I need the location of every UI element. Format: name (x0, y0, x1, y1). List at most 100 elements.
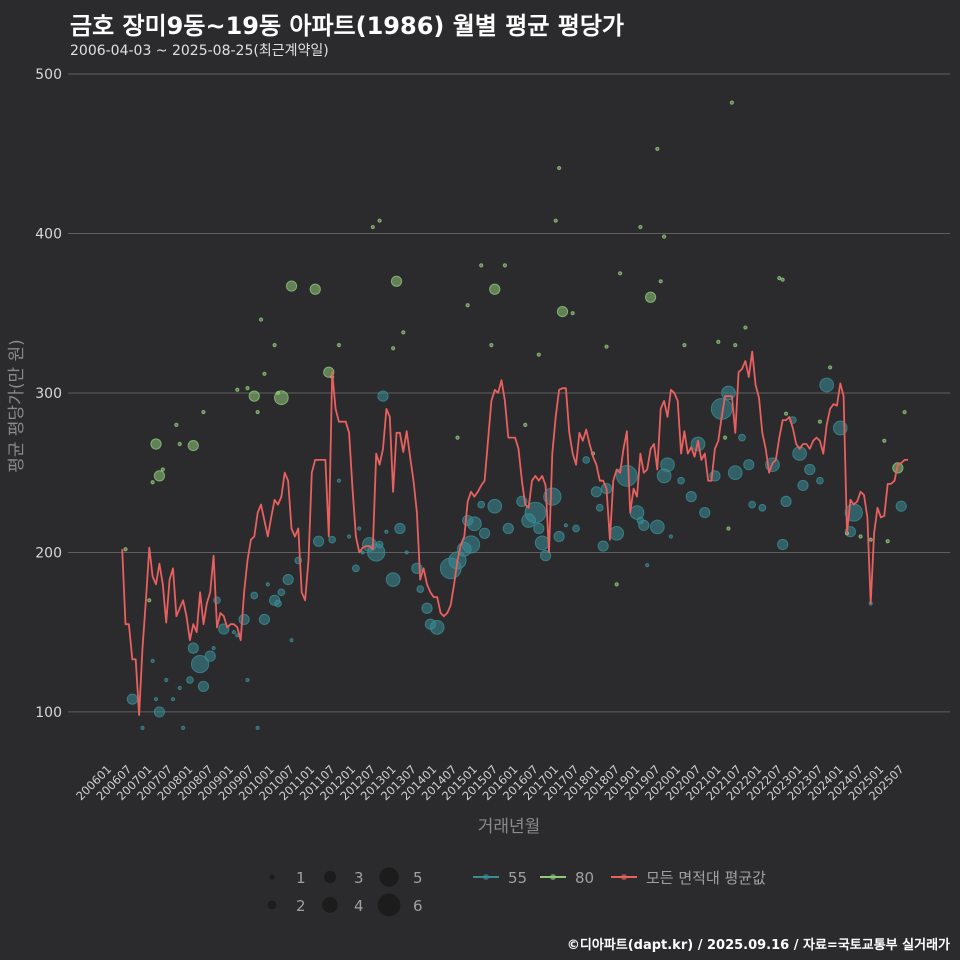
size-legend-marker (323, 870, 337, 884)
point-55 (255, 725, 260, 730)
x-axis-title: 거래년월 (478, 817, 541, 837)
point-55 (289, 638, 294, 643)
size-legend-marker (267, 900, 277, 910)
point-80 (336, 342, 342, 348)
point-80 (147, 598, 152, 603)
point-80 (716, 339, 721, 345)
average-line (121, 350, 908, 716)
point-80 (780, 277, 785, 282)
point-80 (255, 409, 260, 415)
point-55 (543, 487, 562, 506)
point-55 (429, 620, 445, 635)
point-55 (895, 500, 907, 512)
point-55 (727, 465, 743, 481)
point-80 (743, 325, 748, 330)
point-55 (590, 486, 602, 498)
point-55 (190, 654, 210, 674)
series-legend-dot (550, 874, 556, 880)
point-55 (421, 602, 433, 614)
y-tick-label: 100 (35, 705, 62, 721)
point-80 (556, 305, 569, 318)
point-80 (390, 275, 403, 287)
point-80 (465, 303, 470, 308)
point-80 (174, 422, 179, 427)
y-tick-label: 500 (35, 67, 62, 83)
point-80 (377, 218, 382, 223)
point-80 (187, 439, 199, 452)
point-55 (231, 630, 237, 635)
size-legend-label: 6 (413, 897, 423, 915)
size-legend-label: 5 (413, 869, 423, 887)
series-legend-label: 모든 면적대 평균값 (646, 869, 766, 887)
point-55 (534, 535, 550, 551)
point-55 (668, 534, 673, 539)
point-55 (328, 535, 337, 544)
point-55 (582, 456, 591, 464)
point-55 (572, 524, 580, 533)
point-55 (204, 650, 216, 662)
series-legend-label: 55 (508, 869, 527, 887)
point-55 (164, 677, 169, 683)
point-80 (272, 342, 277, 348)
point-55 (743, 459, 755, 471)
point-55 (352, 564, 360, 573)
point-80 (570, 311, 575, 316)
point-55 (265, 582, 270, 587)
point-55 (502, 522, 514, 535)
point-55 (563, 523, 568, 528)
point-55 (238, 613, 250, 626)
size-legend-label: 2 (296, 897, 306, 915)
point-80 (553, 218, 558, 223)
point-55 (533, 522, 545, 535)
point-80 (868, 537, 873, 542)
point-80 (489, 342, 494, 348)
point-55 (357, 526, 362, 531)
point-55 (274, 599, 282, 608)
point-55 (748, 500, 757, 509)
point-55 (595, 503, 604, 512)
point-55 (404, 550, 409, 555)
point-55 (616, 465, 638, 487)
point-80 (885, 539, 890, 544)
y-axis-title: 평균 평당가(만 원) (7, 339, 27, 473)
point-55 (385, 572, 401, 587)
point-55 (804, 463, 816, 476)
point-55 (792, 446, 807, 461)
size-legend-marker (322, 897, 338, 913)
point-55 (539, 550, 552, 562)
point-55 (347, 534, 352, 539)
series-legend-label: 80 (575, 869, 594, 887)
point-80 (258, 317, 264, 322)
point-55 (758, 503, 767, 512)
point-55 (609, 525, 625, 541)
point-80 (817, 419, 823, 424)
point-55 (477, 500, 486, 509)
point-80 (150, 438, 162, 450)
point-55 (699, 506, 711, 519)
point-80 (682, 342, 687, 348)
point-55 (677, 476, 685, 485)
point-55 (313, 535, 325, 547)
point-55 (336, 478, 342, 483)
point-55 (597, 540, 609, 552)
size-legend-marker (377, 893, 401, 917)
point-80 (536, 352, 541, 357)
point-55 (685, 491, 697, 503)
size-legend-marker (379, 867, 399, 887)
point-80 (729, 100, 734, 105)
point-55 (416, 585, 425, 593)
point-80 (177, 441, 182, 447)
point-80 (733, 342, 738, 348)
point-55 (721, 385, 736, 401)
point-55 (360, 550, 365, 555)
point-55 (638, 519, 650, 531)
point-80 (523, 422, 528, 427)
point-55 (394, 522, 406, 535)
point-55 (250, 591, 259, 600)
point-55 (245, 677, 250, 683)
point-80 (614, 582, 619, 587)
point-55 (816, 476, 824, 485)
point-80 (123, 547, 128, 552)
y-tick-label: 400 (35, 226, 62, 242)
